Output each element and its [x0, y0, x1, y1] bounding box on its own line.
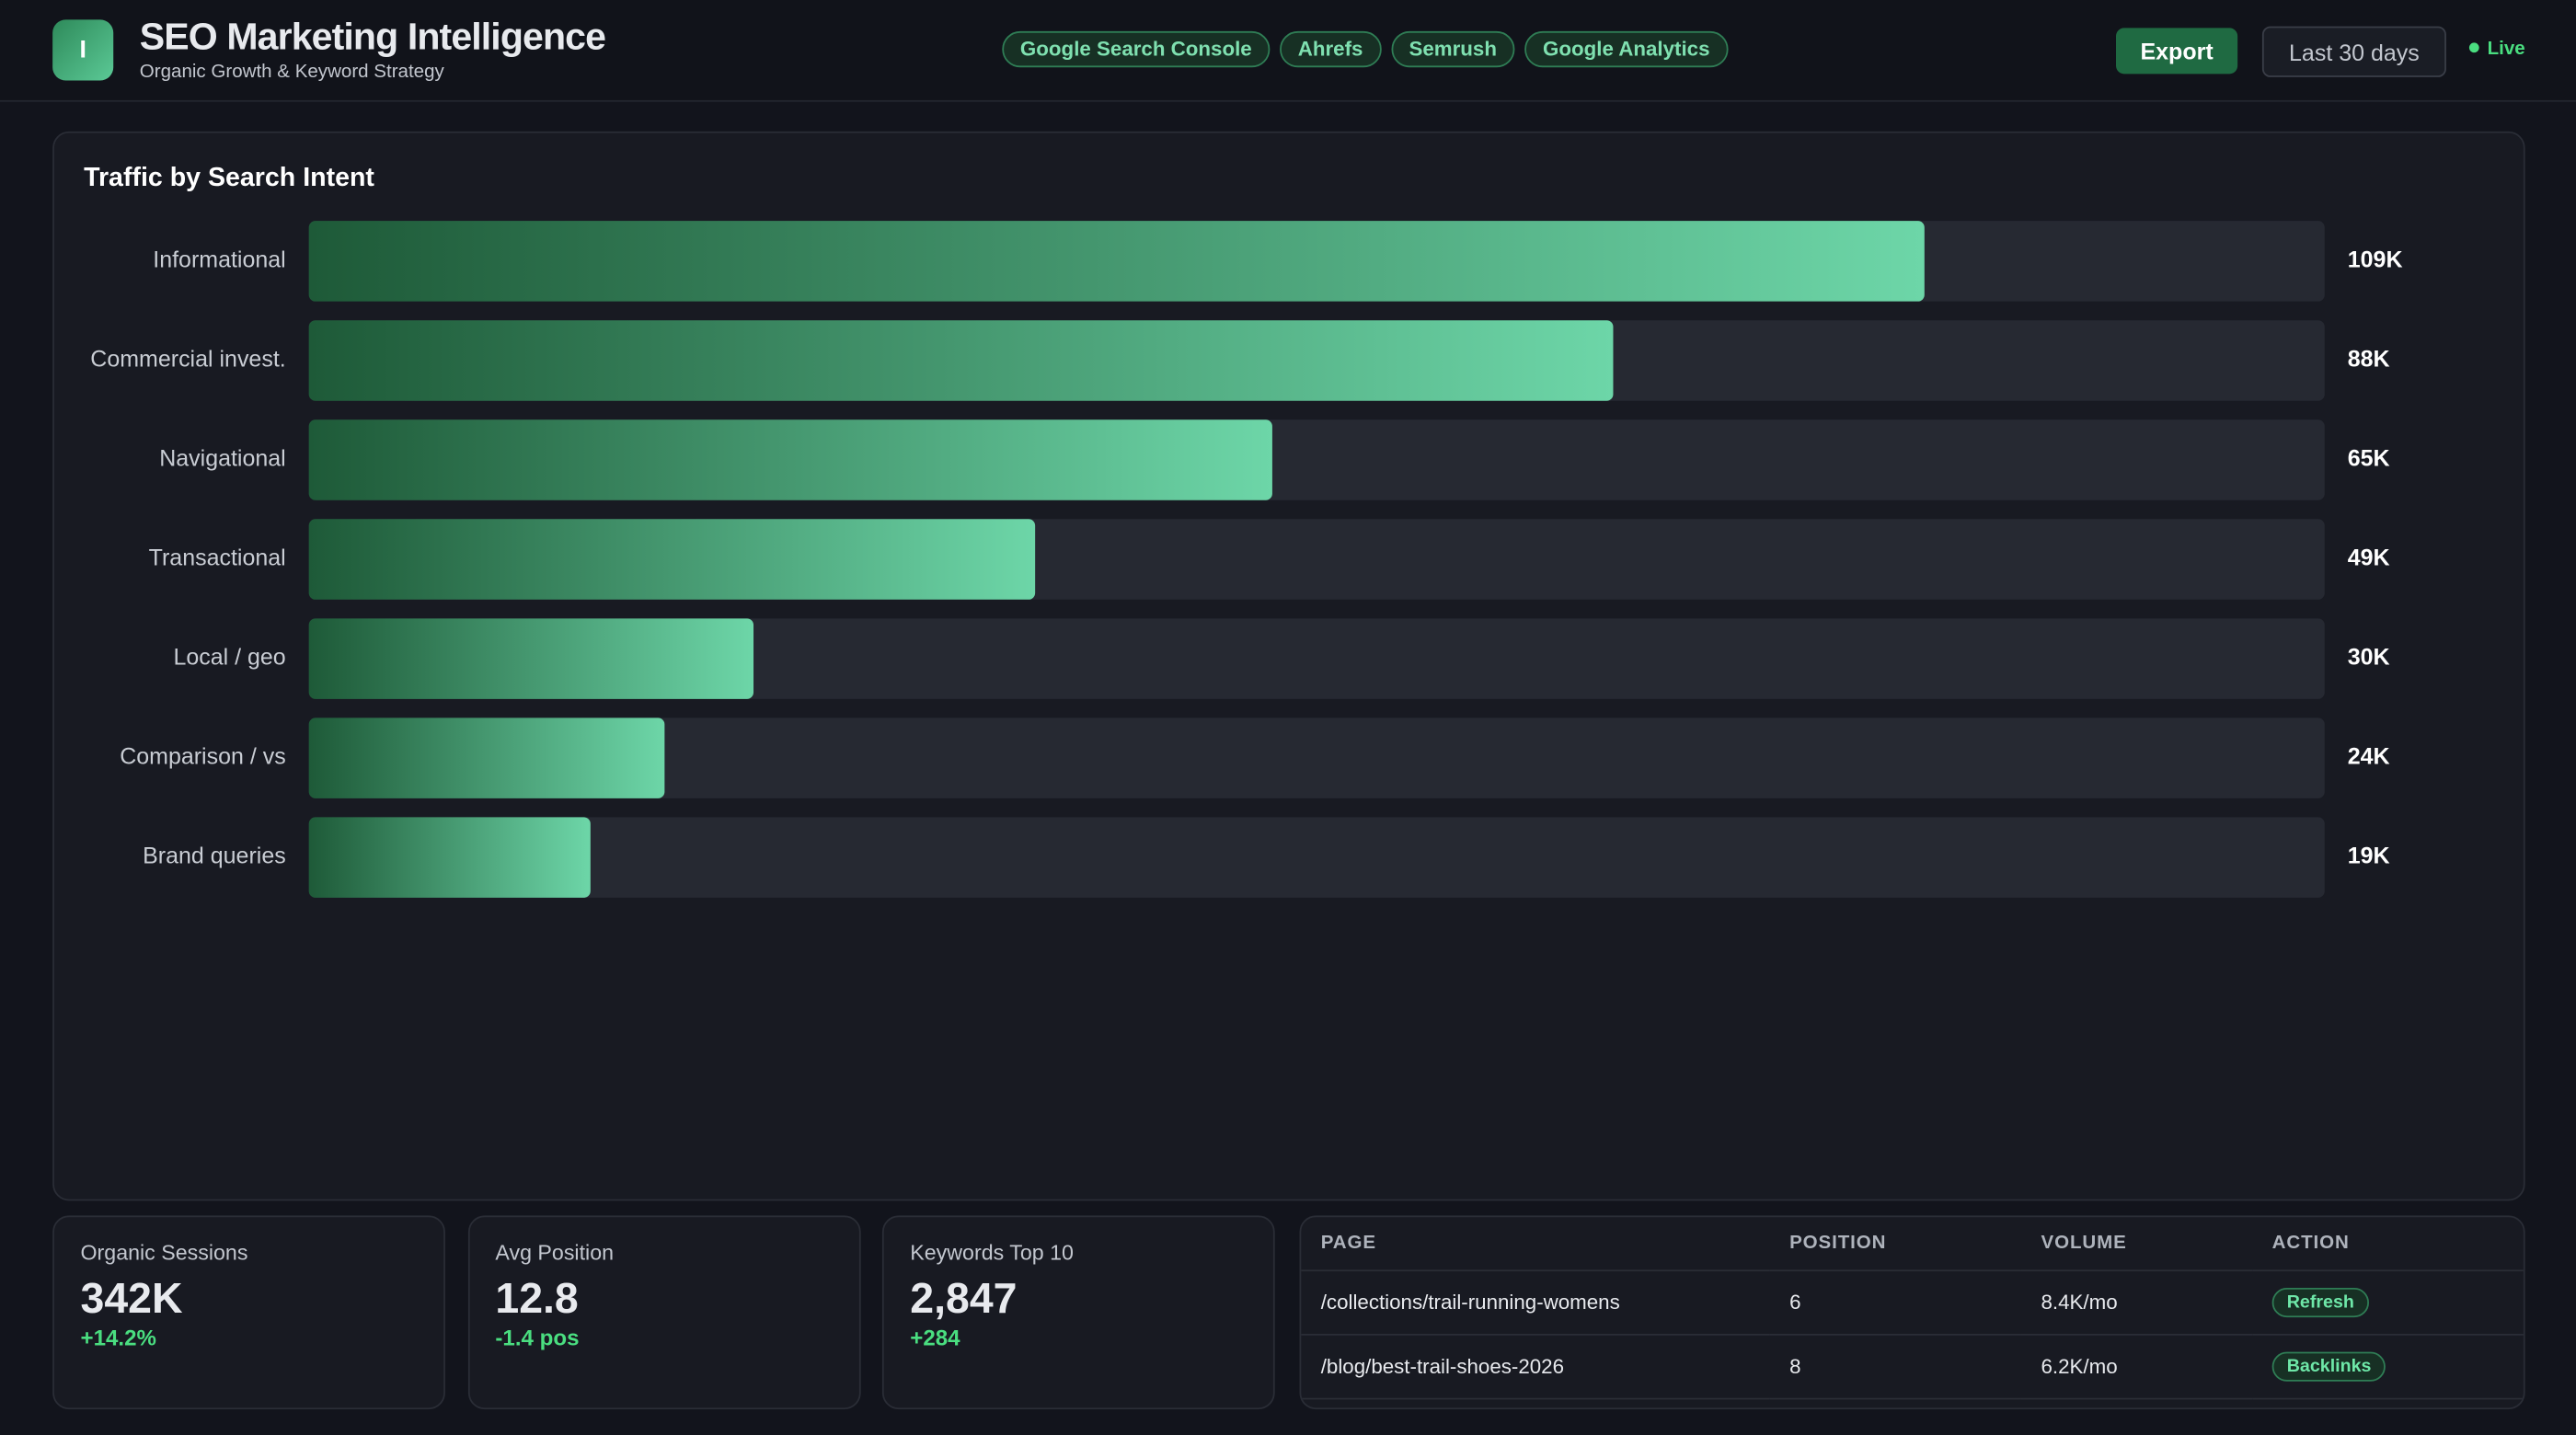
bar: [308, 221, 1925, 302]
source-tag[interactable]: Semrush: [1390, 30, 1515, 68]
logo: I: [52, 19, 114, 81]
kpi-value: 12.8: [495, 1272, 579, 1323]
category-label: Transactional: [149, 545, 286, 571]
kpi-label: Keywords Top 10: [910, 1240, 1074, 1265]
kpi-label: Organic Sessions: [80, 1240, 248, 1265]
bar: [308, 618, 754, 699]
live-status: Live: [2469, 40, 2525, 59]
bar-track: [308, 718, 2325, 798]
header: I SEO Marketing Intelligence Organic Gro…: [0, 0, 2576, 102]
date-range[interactable]: Last 30 days: [2261, 26, 2446, 77]
bar: [308, 718, 665, 798]
kpi-value: 342K: [80, 1272, 183, 1323]
kpi-delta: -1.4 pos: [495, 1326, 580, 1350]
bar-track: [308, 618, 2325, 699]
table-row: /blog/best-trail-shoes-2026 8 6.2K/mo Backl…: [1301, 1334, 2524, 1400]
column-header: PAGE: [1301, 1217, 1770, 1272]
chart: Traffic by Search Intent Informational 10…: [84, 163, 2403, 898]
table-cell: 6: [1769, 1270, 2022, 1336]
category-label: Comparison / vs: [120, 744, 286, 770]
kpi-card: Organic Sessions 342K +14.2%: [52, 1215, 445, 1410]
table-row: /collections/trail-running-womens 6 8.4K/m…: [1301, 1270, 2524, 1336]
pages-table: PAGE POSITION VOLUME ACTION/collections/tra…: [1301, 1217, 2524, 1400]
value-label: 24K: [2348, 744, 2390, 770]
kpi-card: Avg Position 12.8 -1.4 pos: [467, 1215, 860, 1410]
table-cell: 8.4K/mo: [2021, 1270, 2253, 1336]
table-cell: 8: [1769, 1334, 2022, 1400]
table-cell: /collections/trail-running-womens: [1301, 1270, 1770, 1336]
app-title: SEO Marketing Intelligence: [139, 15, 606, 58]
app-subtitle: Organic Growth & Keyword Strategy: [139, 62, 444, 83]
bar: [308, 419, 1272, 500]
kpi-label: Avg Position: [495, 1240, 615, 1265]
column-header: POSITION: [1769, 1217, 2022, 1272]
table-cell: 6.2K/mo: [2021, 1334, 2253, 1400]
bar: [308, 320, 1614, 401]
category-label: Local / geo: [173, 645, 285, 671]
source-tag[interactable]: Google Analytics: [1524, 30, 1729, 68]
chart-title: Traffic by Search Intent: [84, 163, 374, 192]
value-label: 109K: [2348, 247, 2403, 273]
table-cell: Backlinks: [2252, 1334, 2524, 1400]
chart-panel: Traffic by Search Intent Informational 10…: [52, 131, 2525, 1201]
value-label: 30K: [2348, 645, 2390, 671]
column-header: ACTION: [2252, 1217, 2524, 1272]
value-label: 19K: [2348, 844, 2390, 869]
source-tag[interactable]: Google Search Console: [1002, 30, 1271, 68]
category-label: Brand queries: [143, 844, 286, 869]
bar: [308, 817, 591, 898]
table-cell: Refresh: [2252, 1270, 2524, 1336]
action-badge[interactable]: Backlinks: [2271, 1351, 2386, 1382]
source-tags: Google Search Console Ahrefs Semrush Google…: [1002, 30, 1729, 68]
kpi-delta: +14.2%: [80, 1326, 156, 1350]
category-label: Commercial invest.: [90, 347, 285, 373]
pages-table-panel: PAGE POSITION VOLUME ACTION/collections/tra…: [1299, 1215, 2525, 1410]
source-tag[interactable]: Ahrefs: [1280, 30, 1382, 68]
kpi-card: Keywords Top 10 2,847 +284: [881, 1215, 1275, 1410]
bar-track: [308, 817, 2325, 898]
category-label: Informational: [153, 247, 285, 273]
kpi-value: 2,847: [910, 1272, 1018, 1323]
value-label: 49K: [2348, 545, 2390, 571]
value-label: 65K: [2348, 446, 2390, 472]
action-badge[interactable]: Refresh: [2271, 1287, 2369, 1318]
export-button[interactable]: Export: [2115, 28, 2238, 75]
bar: [308, 519, 1036, 600]
value-label: 88K: [2348, 347, 2390, 373]
table-header: PAGE POSITION VOLUME ACTION: [1301, 1217, 2524, 1272]
category-label: Navigational: [159, 446, 286, 472]
column-header: VOLUME: [2021, 1217, 2253, 1272]
table-cell: /blog/best-trail-shoes-2026: [1301, 1334, 1770, 1400]
kpi-delta: +284: [910, 1326, 960, 1350]
